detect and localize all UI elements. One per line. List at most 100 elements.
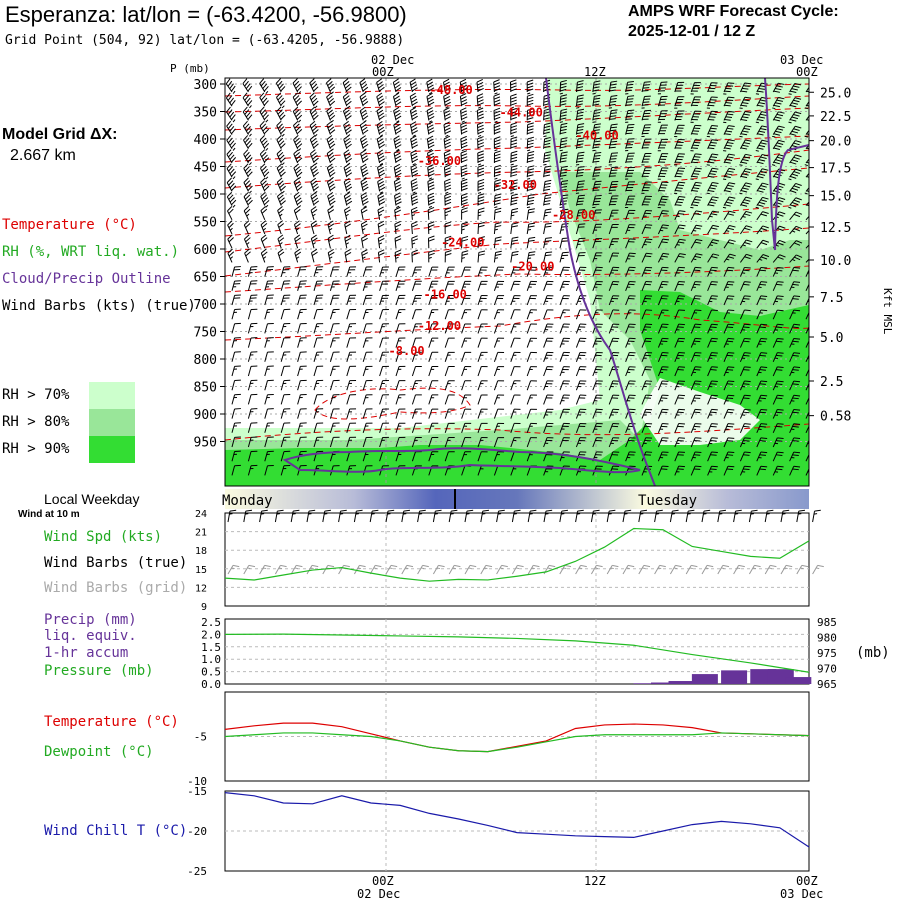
wind-barb xyxy=(526,236,536,249)
wind-barb xyxy=(231,408,241,419)
wind-barb xyxy=(606,509,616,523)
bottom-hour-2: 12Z xyxy=(584,874,606,888)
wind-barb xyxy=(346,365,357,377)
wind-barb xyxy=(231,365,241,377)
wind-barb xyxy=(493,323,505,334)
isotherm-label: -8.00 xyxy=(389,344,425,358)
wind-barb xyxy=(276,191,286,206)
wind-barb xyxy=(772,408,784,419)
wind-barb xyxy=(428,436,439,448)
wind-barb xyxy=(461,250,469,263)
wind-barb xyxy=(657,352,669,362)
wind-barb xyxy=(723,253,736,263)
wind-barb xyxy=(690,437,702,448)
wind-barb xyxy=(526,437,537,448)
wind-barb xyxy=(410,149,419,166)
wind-barb xyxy=(461,280,472,291)
wind-barb xyxy=(690,394,702,405)
wind-barb xyxy=(329,408,340,419)
rh-swatch-90 xyxy=(89,436,135,463)
wind-barb xyxy=(559,394,570,405)
wind-barb xyxy=(432,509,442,523)
wind-barb xyxy=(460,193,468,209)
wind-barb xyxy=(625,80,634,95)
wind-barb xyxy=(674,352,685,362)
isotherm-label: -24.00 xyxy=(441,235,484,249)
wind-barb xyxy=(329,337,340,348)
wind-barb xyxy=(325,78,336,95)
wind-barbs-grid-label: Wind Barbs (grid) xyxy=(44,580,188,596)
wind-barb xyxy=(526,422,537,433)
wind-barb xyxy=(443,135,452,149)
wind-barb xyxy=(477,309,488,320)
windchill-tick-label: -15 xyxy=(187,785,207,798)
cross-section-border xyxy=(224,77,810,487)
wind-barb xyxy=(411,280,422,291)
wind-barb xyxy=(243,234,251,249)
wind-barb xyxy=(411,436,422,448)
wind-barb xyxy=(444,178,452,194)
wind-barb xyxy=(329,323,340,334)
wind-barb xyxy=(280,266,291,277)
wind-barb xyxy=(264,322,274,334)
wind-barb xyxy=(690,380,702,391)
wind-barb xyxy=(410,135,419,149)
wind-barb xyxy=(428,451,439,462)
precip-bar xyxy=(721,670,748,684)
wind-barb xyxy=(401,564,414,575)
wind-barb xyxy=(707,408,718,419)
wind-barb xyxy=(641,95,651,109)
wind-barb xyxy=(313,337,324,348)
pressure-tick-label: 500 xyxy=(194,188,217,203)
wind-barb xyxy=(280,422,291,433)
isotherm-label: -32.00 xyxy=(494,178,537,192)
wind-barb xyxy=(674,138,685,149)
wind-barb xyxy=(243,163,253,178)
height-tick-label: 5.0 xyxy=(820,331,843,346)
wind-barb xyxy=(772,125,785,138)
wind-barb xyxy=(417,509,426,523)
temperature-line xyxy=(224,722,810,753)
wind-barb xyxy=(379,351,389,362)
wind-barb xyxy=(394,249,402,263)
wind-barb xyxy=(707,465,718,476)
wind-barb xyxy=(690,266,702,277)
wind-barb xyxy=(477,266,488,277)
isotherm-label: -28.00 xyxy=(552,208,595,222)
pressure-line xyxy=(224,633,810,673)
wind-barb xyxy=(477,236,485,249)
wind-barb xyxy=(559,509,569,523)
wind-barb xyxy=(772,295,784,306)
wind-barb xyxy=(310,206,318,220)
temperature-panel: -5 -10 xyxy=(187,691,810,788)
wind-barb xyxy=(625,95,635,107)
wind-barb xyxy=(428,337,439,348)
wind-barb xyxy=(756,266,768,277)
wind-barb xyxy=(259,92,269,107)
pressure-tick-label: 975 xyxy=(817,647,837,660)
cross-section-wind-barbs xyxy=(225,78,809,476)
wind-barb xyxy=(788,197,802,209)
wind-barb xyxy=(460,164,468,180)
wind-barb xyxy=(344,220,351,235)
wind-barb xyxy=(707,281,718,291)
wind-barb xyxy=(477,136,485,149)
wind-barb xyxy=(707,139,719,150)
wind-barb xyxy=(772,266,784,277)
wind-tick-label: 24 xyxy=(195,509,207,520)
wind-barb xyxy=(674,110,685,121)
wind-barb xyxy=(657,266,669,277)
wind-barb xyxy=(690,96,702,107)
wind-barb xyxy=(788,111,802,124)
wind-barb xyxy=(297,266,307,277)
wind-barb xyxy=(247,337,258,348)
wind-barb xyxy=(306,509,316,523)
model-grid-value: 2.667 km xyxy=(10,147,76,164)
wind-barb xyxy=(444,437,455,448)
wind-barb xyxy=(657,153,669,164)
wind-barb xyxy=(313,280,324,291)
wind-barb xyxy=(510,208,519,220)
wind-barb xyxy=(657,408,669,419)
wind-barb xyxy=(428,380,439,391)
wind-barb xyxy=(264,464,274,476)
